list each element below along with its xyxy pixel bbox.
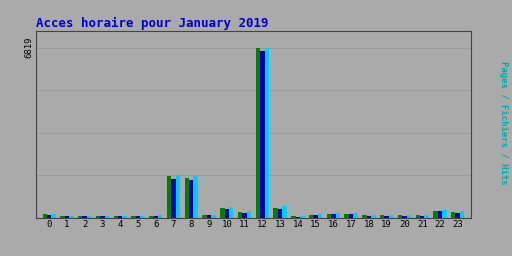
Bar <box>172 179 176 218</box>
Bar <box>282 206 287 218</box>
Bar <box>424 215 429 218</box>
Bar <box>273 208 278 218</box>
Bar <box>331 214 335 218</box>
Bar <box>398 216 402 218</box>
Bar <box>309 215 313 218</box>
Bar <box>451 212 456 218</box>
Bar <box>291 217 295 218</box>
Bar <box>238 212 242 218</box>
Bar <box>96 216 100 218</box>
Bar <box>65 217 69 218</box>
Bar <box>438 211 442 218</box>
Bar <box>385 216 389 218</box>
Bar <box>131 216 136 218</box>
Bar <box>42 214 47 218</box>
Bar <box>122 216 127 218</box>
Bar <box>380 216 385 218</box>
Bar <box>433 211 438 218</box>
Bar <box>353 214 358 218</box>
Bar <box>194 176 198 218</box>
Bar <box>416 215 420 218</box>
Bar <box>176 175 180 218</box>
Bar <box>100 216 104 218</box>
Bar <box>211 215 216 218</box>
Bar <box>78 216 82 218</box>
Bar <box>402 216 407 218</box>
Bar <box>225 209 229 218</box>
Bar <box>460 211 464 218</box>
Bar <box>295 217 300 218</box>
Bar <box>247 211 251 218</box>
Bar <box>69 216 74 218</box>
Bar <box>456 213 460 218</box>
Bar <box>136 217 140 218</box>
Bar <box>104 216 109 218</box>
Bar <box>189 180 194 218</box>
Bar <box>82 217 87 218</box>
Bar <box>300 216 305 218</box>
Bar <box>114 216 118 218</box>
Bar <box>158 215 162 218</box>
Bar <box>442 210 446 218</box>
Bar <box>327 214 331 218</box>
Bar <box>349 215 353 218</box>
Bar <box>255 48 260 218</box>
Bar <box>87 216 91 218</box>
Bar <box>149 216 154 218</box>
Bar <box>220 208 225 218</box>
Bar <box>242 213 247 218</box>
Bar <box>313 215 318 218</box>
Bar <box>345 214 349 218</box>
Bar <box>371 215 376 218</box>
Bar <box>118 216 122 218</box>
Text: Pages / Fichiers / Hits: Pages / Fichiers / Hits <box>499 61 508 185</box>
Bar <box>318 214 322 218</box>
Bar <box>47 215 51 218</box>
Bar <box>167 176 172 218</box>
Bar <box>407 215 411 218</box>
Bar <box>185 178 189 218</box>
Bar <box>278 209 282 218</box>
Bar <box>362 215 367 218</box>
Bar <box>140 216 145 218</box>
Text: Acces horaire pour January 2019: Acces horaire pour January 2019 <box>36 16 268 29</box>
Bar <box>60 216 65 218</box>
Bar <box>207 216 211 218</box>
Bar <box>367 216 371 218</box>
Bar <box>389 215 393 218</box>
Bar <box>335 213 340 218</box>
Bar <box>202 215 207 218</box>
Bar <box>260 51 265 218</box>
Bar <box>154 216 158 218</box>
Bar <box>51 214 56 218</box>
Bar <box>420 216 424 218</box>
Bar <box>265 48 269 218</box>
Bar <box>229 207 233 218</box>
